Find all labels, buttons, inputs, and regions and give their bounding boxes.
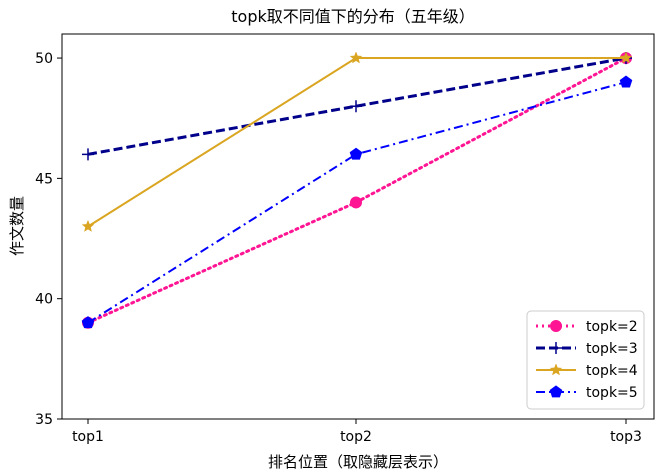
series-topk=4: [81, 51, 633, 232]
y-axis-label: 作文数量: [8, 196, 26, 256]
legend-marker: [550, 320, 562, 332]
legend-box: [526, 310, 645, 410]
series-line: [87, 81, 627, 324]
legend: topk=2 topk=3 topk=4 topk=5: [526, 310, 645, 410]
x-axis-label: 排名位置（取隐藏层表示）: [268, 453, 448, 471]
legend-marker: [550, 342, 562, 354]
x-tick-label: top2: [340, 429, 372, 445]
y-tick-label: 45: [35, 171, 53, 187]
data-point: [619, 51, 633, 64]
legend-marker: [549, 385, 563, 398]
chart-title: topk取不同值下的分布（五年级）: [231, 7, 475, 26]
legend-label: topk=3: [586, 341, 638, 357]
data-point: [349, 51, 363, 64]
legend-item: topk=3: [536, 341, 638, 357]
y-axis: 35 40 45 50: [35, 51, 62, 428]
data-point: [81, 316, 95, 329]
data-point: [349, 147, 363, 160]
legend-label: topk=2: [586, 319, 638, 335]
legend-item: topk=2: [536, 319, 638, 335]
y-tick-label: 35: [35, 412, 53, 428]
legend-marker: [549, 363, 563, 376]
data-point: [350, 100, 362, 113]
series-layer: [81, 51, 633, 329]
legend-label: topk=5: [586, 385, 638, 401]
data-point: [82, 148, 94, 161]
y-tick-label: 50: [35, 51, 53, 67]
legend-label: topk=4: [586, 363, 638, 379]
data-point: [81, 219, 95, 232]
legend-item: topk=4: [536, 363, 638, 379]
x-tick-label: top1: [72, 429, 104, 445]
y-tick-label: 40: [35, 292, 53, 308]
x-axis: top1 top2 top3: [72, 419, 642, 445]
x-tick-label: top3: [610, 429, 642, 445]
legend-item: topk=5: [536, 385, 638, 401]
series-topk=5: [81, 75, 633, 329]
series-line: [87, 56, 627, 156]
data-point: [619, 75, 633, 88]
data-point: [350, 196, 362, 209]
